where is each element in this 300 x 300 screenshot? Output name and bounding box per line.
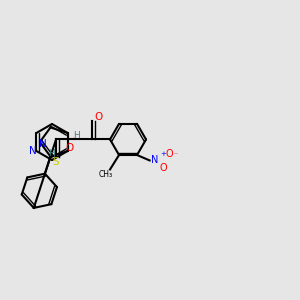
Text: N: N xyxy=(151,155,158,165)
Text: S: S xyxy=(53,158,59,167)
Text: H: H xyxy=(48,149,55,158)
Text: H: H xyxy=(73,131,80,140)
Text: N: N xyxy=(39,139,47,149)
Text: +: + xyxy=(161,152,167,158)
Text: O: O xyxy=(166,149,173,159)
Text: CH₃: CH₃ xyxy=(99,170,113,179)
Text: O: O xyxy=(160,164,167,173)
Text: N: N xyxy=(28,146,36,156)
Text: ⁻: ⁻ xyxy=(174,150,178,159)
Text: O: O xyxy=(65,143,74,153)
Text: O: O xyxy=(94,112,102,122)
